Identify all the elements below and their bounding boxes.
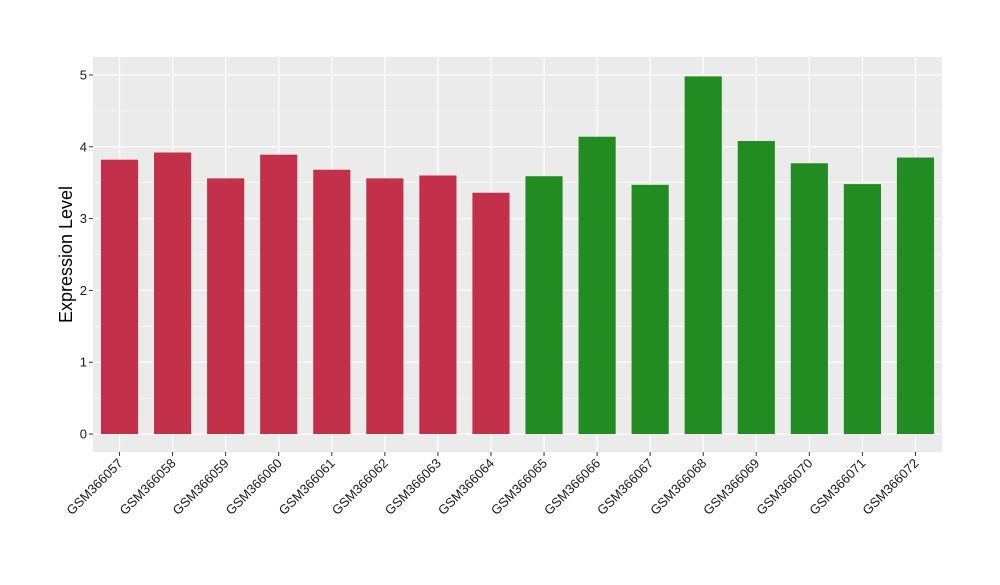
bar-GSM366071 [843, 184, 881, 435]
x-tick-label: GSM366058 [116, 456, 178, 518]
bar-GSM366067 [631, 184, 669, 435]
x-tick-label: GSM366060 [223, 456, 285, 518]
x-tick-label: GSM366064 [435, 456, 497, 518]
bar-GSM366065 [525, 176, 563, 435]
bars [100, 76, 935, 435]
bar-GSM366070 [790, 163, 828, 435]
x-tick-label: GSM366067 [594, 456, 656, 518]
y-tick-label: 5 [80, 67, 87, 82]
x-axis: GSM366057GSM366058GSM366059GSM366060GSM3… [63, 452, 922, 518]
x-tick-label: GSM366059 [170, 456, 232, 518]
x-tick-label: GSM366069 [700, 456, 762, 518]
x-tick-label: GSM366057 [63, 456, 125, 518]
bar-GSM366072 [896, 157, 935, 435]
bar-GSM366058 [154, 152, 192, 435]
bar-GSM366064 [472, 192, 510, 435]
y-axis-label: Expression Level [56, 186, 76, 323]
x-tick-label: GSM366063 [382, 456, 444, 518]
y-tick-label: 0 [80, 427, 87, 442]
bar-GSM366069 [737, 141, 775, 435]
bar-GSM366062 [366, 178, 404, 435]
y-axis: 0 1 2 3 4 5 [80, 67, 93, 442]
bar-GSM366063 [419, 175, 457, 435]
y-tick-label: 4 [80, 139, 87, 154]
y-tick-label: 2 [80, 283, 87, 298]
bar-GSM366057 [100, 159, 139, 435]
y-tick-label: 1 [80, 355, 87, 370]
x-tick-label: GSM366061 [276, 456, 338, 518]
x-tick-label: GSM366068 [647, 456, 709, 518]
bar-GSM366061 [313, 169, 351, 435]
x-tick-label: GSM366062 [329, 456, 391, 518]
y-tick-label: 3 [80, 211, 87, 226]
x-tick-label: GSM366072 [859, 456, 921, 518]
x-tick-label: GSM366070 [753, 456, 815, 518]
bar-GSM366060 [260, 154, 298, 435]
x-tick-label: GSM366071 [806, 456, 868, 518]
x-tick-label: GSM366066 [541, 456, 603, 518]
bar-GSM366068 [684, 76, 722, 435]
x-tick-label: GSM366065 [488, 456, 550, 518]
bar-GSM366066 [578, 136, 616, 435]
bar-GSM366059 [207, 178, 245, 435]
